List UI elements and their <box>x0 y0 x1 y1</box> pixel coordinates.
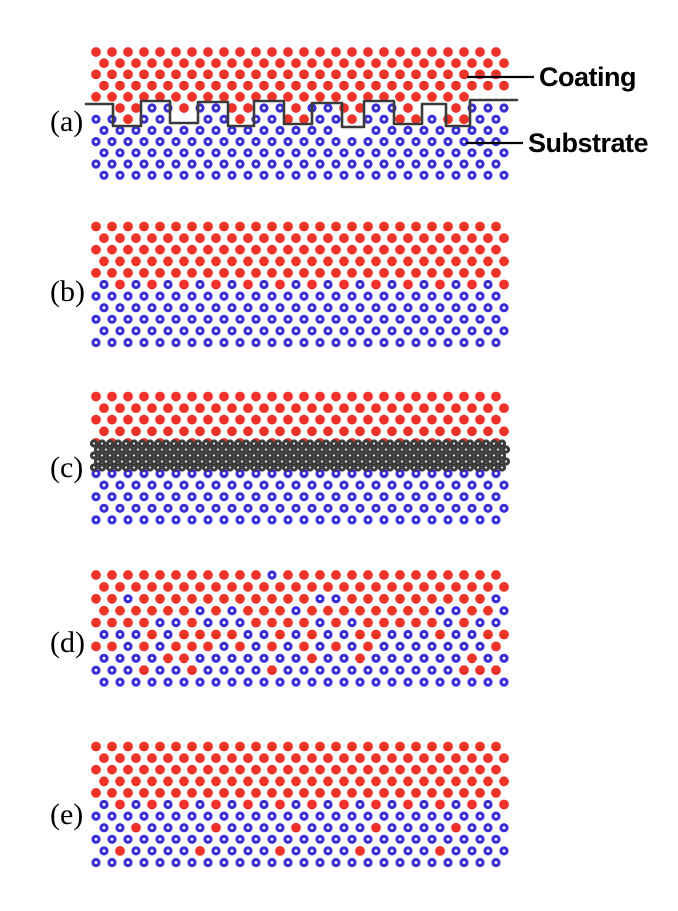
panel-label-a: (a) <box>50 105 84 138</box>
coating-label: Coating <box>539 62 637 92</box>
panel-label-d: (d) <box>50 626 85 659</box>
panel-label-c: (c) <box>50 451 84 484</box>
panel-label-b: (b) <box>50 275 85 308</box>
substrate-label: Substrate <box>528 128 649 158</box>
panel-label-e: (e) <box>50 798 84 831</box>
